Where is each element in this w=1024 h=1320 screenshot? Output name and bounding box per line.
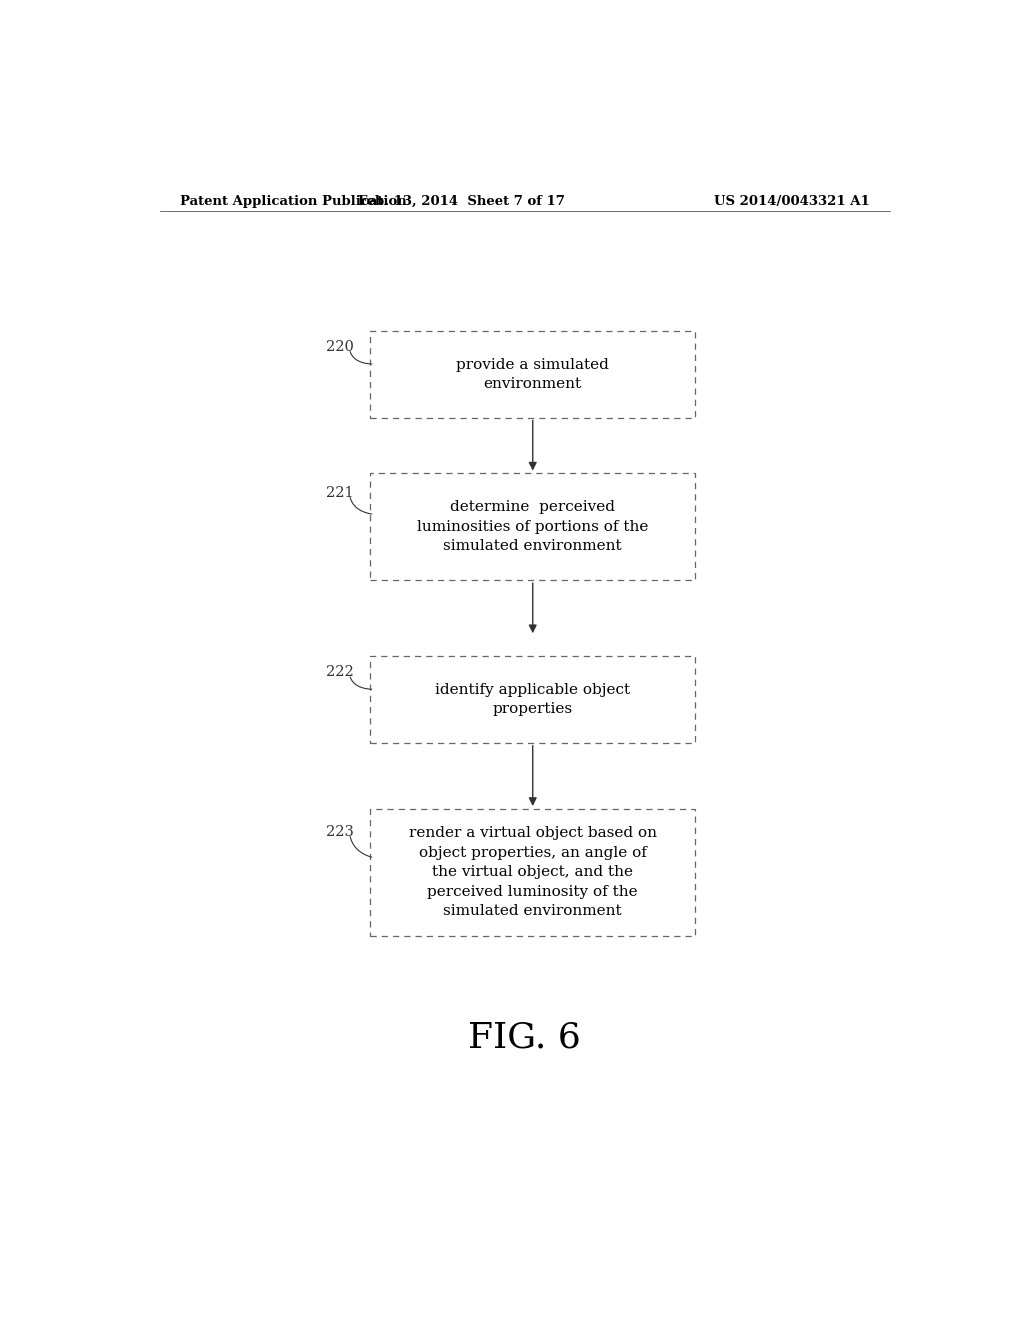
Text: determine  perceived
luminosities of portions of the
simulated environment: determine perceived luminosities of port… — [417, 500, 648, 553]
Text: US 2014/0043321 A1: US 2014/0043321 A1 — [715, 194, 870, 207]
Text: 220: 220 — [327, 339, 354, 354]
Bar — [370, 809, 695, 936]
Text: 223: 223 — [327, 825, 354, 838]
Text: Feb. 13, 2014  Sheet 7 of 17: Feb. 13, 2014 Sheet 7 of 17 — [357, 194, 565, 207]
Text: 221: 221 — [327, 486, 354, 500]
Bar — [370, 474, 695, 581]
Text: provide a simulated
environment: provide a simulated environment — [457, 358, 609, 391]
Bar — [370, 656, 695, 743]
Text: render a virtual object based on
object properties, an angle of
the virtual obje: render a virtual object based on object … — [409, 826, 656, 919]
Text: FIG. 6: FIG. 6 — [468, 1020, 582, 1055]
Text: 222: 222 — [327, 665, 354, 678]
Bar — [370, 331, 695, 417]
Text: Patent Application Publication: Patent Application Publication — [179, 194, 407, 207]
Text: identify applicable object
properties: identify applicable object properties — [435, 682, 631, 717]
